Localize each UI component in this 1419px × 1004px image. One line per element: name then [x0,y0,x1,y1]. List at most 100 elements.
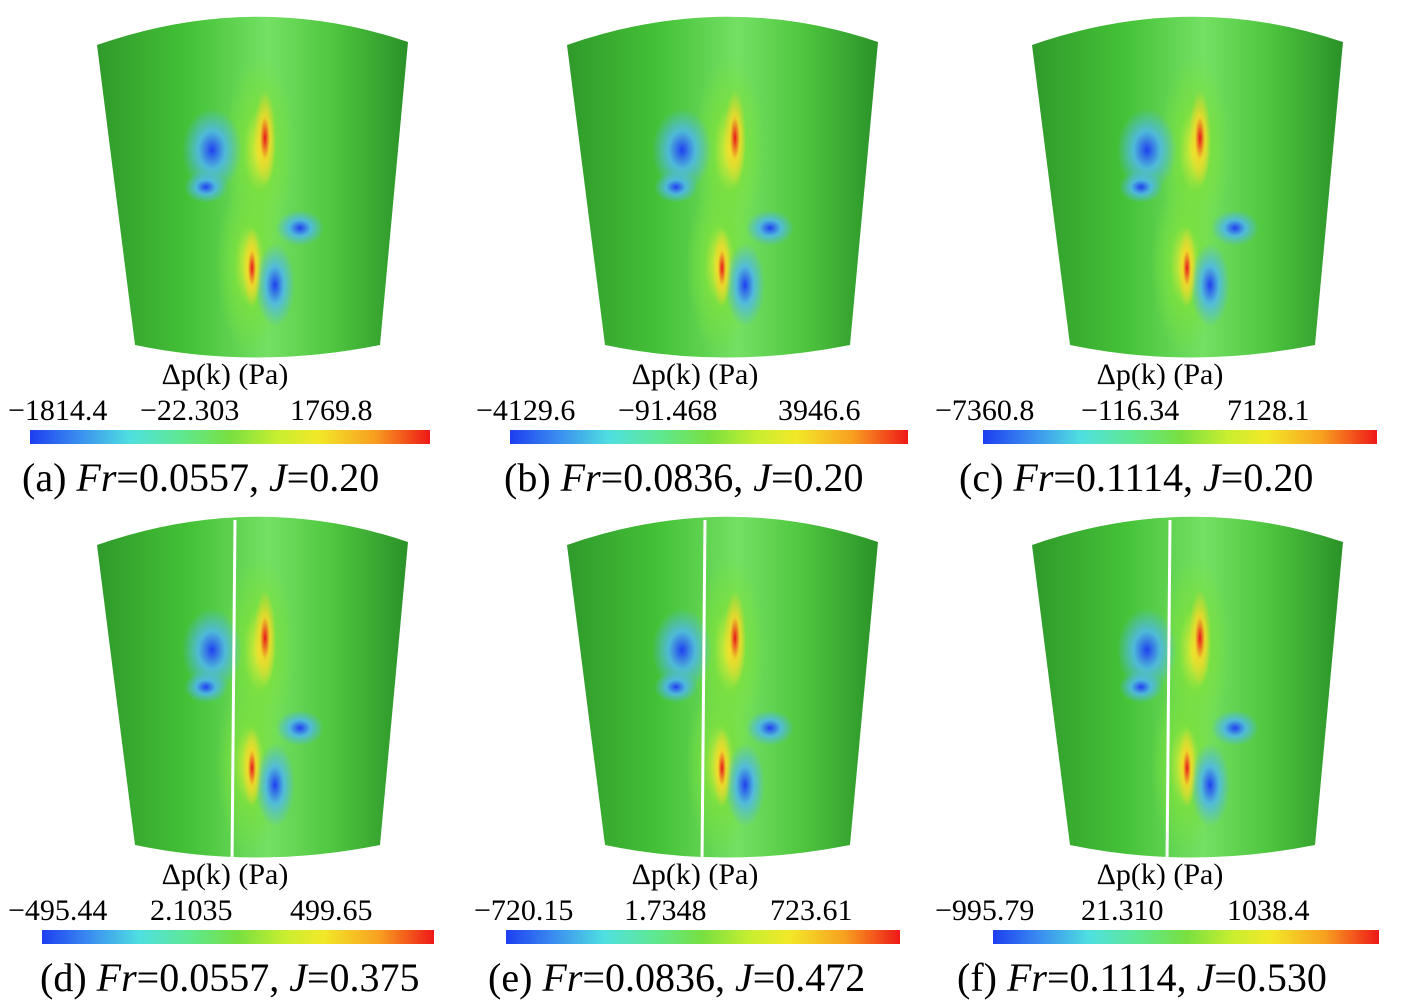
colorbar-title: Δp(k) (Pa) [1096,358,1224,391]
froude-value: =0.1114, [1053,455,1193,500]
pressure-contour-plot [0,0,450,370]
colorbar-tick: −495.44 [8,894,108,927]
panel-caption: (c) Fr=0.1114, J=0.20 [959,452,1313,504]
low-pressure-region [182,108,242,192]
low-pressure-region [652,608,712,692]
low-pressure-region [184,671,228,703]
colorbar-tick: 21.310 [1081,894,1164,927]
panel-label: (b) [504,455,551,500]
low-pressure-region [276,210,324,246]
froude-value: =0.1114, [1046,955,1187,1000]
blade-contour-svg [97,516,408,858]
colorbar-tick: 2.1035 [150,894,233,927]
low-pressure-region [1117,608,1177,692]
blade-centerline [230,519,237,858]
high-pressure-region [243,728,261,808]
colorbar-tick: −4129.6 [476,394,576,427]
colorbar [993,930,1379,944]
blade-contour-svg [1032,516,1343,858]
low-pressure-region [182,608,242,692]
low-pressure-region [654,171,698,203]
pressure-contour-plot [470,0,920,370]
colorbar-tick: −720.15 [474,894,574,927]
advance-ratio-symbol: J [753,455,771,500]
pressure-contour-plot [0,500,450,870]
colorbar-title: Δp(k) (Pa) [631,358,759,391]
froude-value: =0.0557, [136,955,280,1000]
pressure-contour-plot [470,500,920,870]
colorbar [42,930,434,944]
contour-panel-f: Δp(k) (Pa) −995.79 21.310 1038.4 (f) Fr=0.11… [935,500,1385,1000]
colorbar-tick: −1814.4 [8,394,108,427]
panel-caption: (e) Fr=0.0836, J=0.472 [488,952,865,1004]
low-pressure-region [1119,171,1163,203]
low-pressure-region [1117,108,1177,192]
low-pressure-region [1211,710,1259,746]
advance-ratio-symbol: J [268,455,287,500]
high-pressure-region [254,90,276,186]
blade-centerline [700,519,707,858]
advance-ratio-value: =0.20 [770,455,864,500]
colorbar-title: Δp(k) (Pa) [1096,858,1224,891]
advance-ratio-symbol: J [1196,955,1215,1000]
panel-caption: (f) Fr=0.1114, J=0.530 [957,952,1327,1004]
advance-ratio-symbol: J [289,955,307,1000]
colorbar-tick: 7128.1 [1227,394,1310,427]
panel-label: (d) [40,955,87,1000]
colorbar [506,930,900,944]
froude-symbol: Fr [542,955,583,1000]
froude-value: =0.0836, [582,955,725,1000]
blade-contour-svg [567,516,878,858]
pressure-contour-plot [935,0,1385,370]
colorbar-title: Δp(k) (Pa) [161,358,289,391]
high-pressure-region [1178,728,1196,808]
froude-symbol: Fr [1013,455,1054,500]
colorbar-tick: −995.79 [935,894,1035,927]
colorbar-title: Δp(k) (Pa) [631,858,759,891]
panel-label: (c) [959,455,1004,500]
colorbar-title: Δp(k) (Pa) [161,858,289,891]
blade-contour-svg [1032,16,1343,358]
low-pressure-region [1190,243,1230,327]
low-pressure-region [746,710,794,746]
colorbar-tick: −22.303 [140,394,240,427]
panel-label: (a) [22,455,67,500]
high-pressure-region [1189,590,1211,686]
low-pressure-region [255,243,295,327]
froude-symbol: Fr [76,455,117,500]
low-pressure-region [725,243,765,327]
low-pressure-region [255,743,295,827]
colorbar-tick: 1.7348 [624,894,707,927]
low-pressure-region [1211,210,1259,246]
panel-label: (e) [488,955,533,1000]
blade-contour-svg [567,16,878,358]
blade-contour-svg [97,16,408,358]
colorbar-tick: −91.468 [618,394,718,427]
contour-panel-a: Δp(k) (Pa) −1814.4 −22.303 1769.8 (a) Fr=0.0… [0,0,450,500]
froude-symbol: Fr [96,955,137,1000]
contour-panel-b: Δp(k) (Pa) −4129.6 −91.468 3946.6 (b) Fr=0.0… [470,0,920,500]
colorbar-tick: 1038.4 [1227,894,1310,927]
high-pressure-region [254,590,276,686]
colorbar [30,430,430,444]
froude-symbol: Fr [1006,955,1047,1000]
panel-caption: (d) Fr=0.0557, J=0.375 [40,952,420,1004]
high-pressure-region [243,228,261,308]
blade-centerline [1165,519,1172,858]
advance-ratio-value: =0.20 [1220,455,1314,500]
colorbar [983,430,1377,444]
colorbar-tick: −7360.8 [935,394,1035,427]
froude-value: =0.0836, [600,455,744,500]
colorbar-tick: 499.65 [290,894,373,927]
advance-ratio-value: =0.20 [286,455,380,500]
low-pressure-region [652,108,712,192]
colorbar-tick: 1769.8 [290,394,373,427]
colorbar-tick: 723.61 [770,894,853,927]
pressure-contour-plot [935,500,1385,870]
panel-caption: (b) Fr=0.0836, J=0.20 [504,452,864,504]
advance-ratio-value: =0.472 [752,955,866,1000]
advance-ratio-symbol: J [734,955,753,1000]
low-pressure-region [1119,671,1163,703]
advance-ratio-value: =0.530 [1214,955,1327,1000]
froude-symbol: Fr [560,455,601,500]
